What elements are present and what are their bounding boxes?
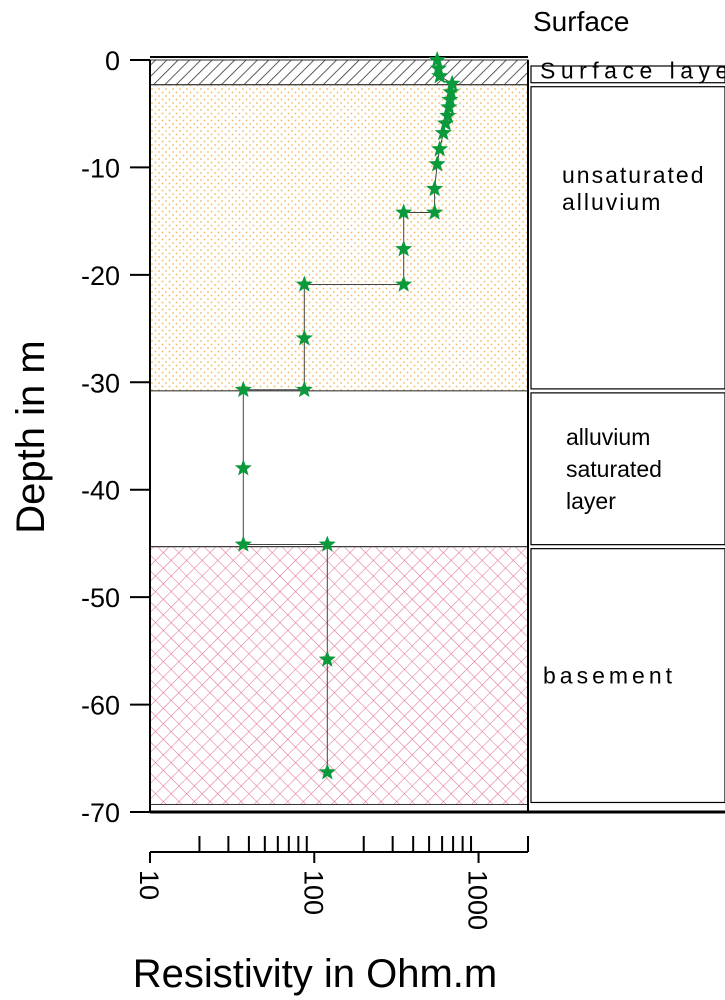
data-point-star [441,90,459,107]
x-tick-label: 100 [298,870,328,915]
data-point-star [431,67,449,84]
data-point-star [395,275,413,292]
layer-rect-2 [149,390,529,548]
layer-label-1-0: unsaturated [562,162,705,188]
data-point-star [426,179,444,197]
data-point-star [318,650,336,667]
axes-group: 10 100 1000 0 -10 -20 -30 -40 -50 -60 -70 [81,46,725,930]
layer-legend-box-3 [530,548,725,804]
layer-rect-3 [149,546,529,805]
y-tick-label: -70 [81,798,120,828]
data-point-star [234,459,252,476]
y-tick-label: -20 [81,261,120,291]
y-axis-title: Depth in m [9,340,53,533]
data-point-star [429,59,447,76]
x-axis-title: Resistivity in Ohm.m [133,952,498,996]
data-point-star [440,98,458,115]
data-point-star [318,763,336,780]
y-tick-label: -50 [81,583,120,613]
x-tick-label: 1000 [463,870,493,930]
layer-label-3-0: basement [543,663,676,689]
data-point-star [428,51,446,68]
layer-label-1-1: alluvium [562,189,662,215]
data-point-star [443,74,461,91]
layer-rect-1 [149,84,529,392]
data-point-star [318,535,336,552]
data-point-star [442,83,460,100]
layer-label-surface: Surface layer [540,57,725,83]
data-point-star [434,124,452,141]
layers-group [149,59,529,805]
y-tick-label: 0 [105,46,120,76]
data-point-star [395,240,413,257]
data-point-star [295,380,313,398]
layer-label-2-1: saturated [566,456,662,482]
chart-title: Surface [533,6,630,37]
data-point-star [295,275,313,292]
y-tick-label: -30 [81,368,120,398]
data-point-star [234,380,252,398]
data-point-star [431,140,449,157]
data-point-star [439,106,457,124]
layer-label-2-2: layer [566,488,616,514]
data-point-star [426,203,444,220]
layer-label-2-0: alluvium [566,424,650,450]
y-tick-label: -40 [81,476,120,506]
layer-legend-box-1 [530,86,725,390]
layer-rect-0 [149,59,529,86]
y-tick-label: -10 [81,153,120,183]
series-group [234,51,461,780]
data-point-star [234,535,252,552]
layer-legend-box-0 [530,65,725,84]
y-tick-label: -60 [81,691,120,721]
data-point-star [428,155,446,172]
data-point-star [437,114,455,131]
x-tick-label: 10 [134,870,164,900]
data-point-star [295,329,313,346]
layer-legend-column: Surface layerunsaturatedalluviumalluvium… [530,57,725,804]
layer-legend-box-2 [530,392,725,546]
data-point-star [395,203,413,220]
